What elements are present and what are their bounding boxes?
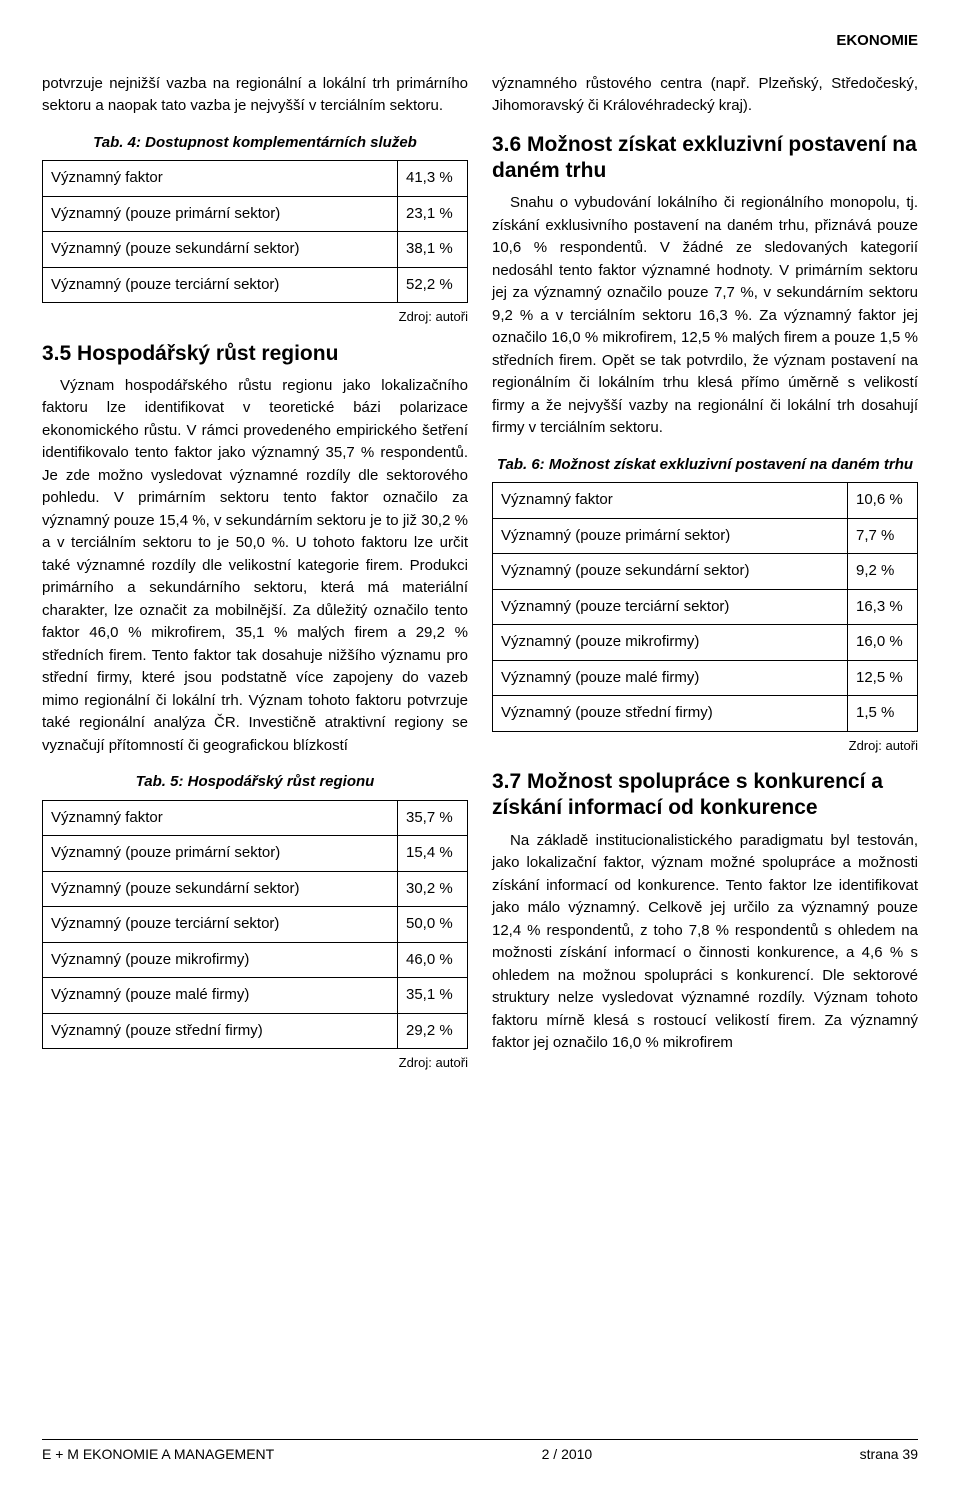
- intro-paragraph-left: potvrzuje nejnižší vazba na regionální a…: [42, 73, 468, 118]
- cell-label: Významný (pouze malé firmy): [43, 978, 398, 1014]
- table-4: Významný faktor41,3 % Významný (pouze pr…: [42, 160, 468, 303]
- page-footer: E + M EKONOMIE A MANAGEMENT 2 / 2010 str…: [42, 1439, 918, 1465]
- footer-left: E + M EKONOMIE A MANAGEMENT: [42, 1444, 274, 1465]
- footer-divider: [42, 1439, 918, 1440]
- cell-label: Významný faktor: [43, 800, 398, 836]
- section-header: EKONOMIE: [42, 30, 918, 53]
- cell-label: Významný (pouze střední firmy): [43, 1013, 398, 1049]
- cell-label: Významný (pouze terciární sektor): [493, 589, 848, 625]
- paragraph-3-7: Na základě institucionalistického paradi…: [492, 830, 918, 1055]
- table-5-caption: Tab. 5: Hospodářský růst regionu: [42, 771, 468, 794]
- heading-3-6: 3.6 Možnost získat exkluzivní postavení …: [492, 132, 918, 185]
- cell-value: 52,2 %: [398, 267, 468, 303]
- table-row: Významný (pouze terciární sektor)52,2 %: [43, 267, 468, 303]
- table-row: Významný (pouze primární sektor)15,4 %: [43, 836, 468, 872]
- cell-label: Významný (pouze sekundární sektor): [493, 554, 848, 590]
- cell-label: Významný (pouze terciární sektor): [43, 267, 398, 303]
- cell-value: 50,0 %: [398, 907, 468, 943]
- cell-label: Významný (pouze mikrofirmy): [43, 942, 398, 978]
- table-row: Významný (pouze sekundární sektor)30,2 %: [43, 871, 468, 907]
- table-row: Významný (pouze sekundární sektor)9,2 %: [493, 554, 918, 590]
- paragraph-3-5: Význam hospodářského růstu regionu jako …: [42, 375, 468, 758]
- table-row: Významný faktor41,3 %: [43, 161, 468, 197]
- cell-value: 35,7 %: [398, 800, 468, 836]
- left-column: potvrzuje nejnižší vazba na regionální a…: [42, 73, 468, 1087]
- heading-3-5: 3.5 Hospodářský růst regionu: [42, 341, 468, 367]
- table-row: Významný (pouze terciární sektor)16,3 %: [493, 589, 918, 625]
- table-row: Významný (pouze primární sektor)23,1 %: [43, 196, 468, 232]
- cell-label: Významný faktor: [493, 483, 848, 519]
- cell-value: 29,2 %: [398, 1013, 468, 1049]
- table-row: Významný (pouze primární sektor)7,7 %: [493, 518, 918, 554]
- table-6-source: Zdroj: autoři: [492, 736, 918, 756]
- table-5: Významný faktor35,7 % Významný (pouze pr…: [42, 800, 468, 1050]
- table-row: Významný (pouze mikrofirmy)46,0 %: [43, 942, 468, 978]
- cell-label: Významný (pouze primární sektor): [43, 196, 398, 232]
- table-6-caption: Tab. 6: Možnost získat exkluzivní postav…: [492, 454, 918, 477]
- table-row: Významný (pouze malé firmy)35,1 %: [43, 978, 468, 1014]
- cell-value: 35,1 %: [398, 978, 468, 1014]
- table-row: Významný faktor10,6 %: [493, 483, 918, 519]
- table-row: Významný (pouze sekundární sektor)38,1 %: [43, 232, 468, 268]
- cell-value: 41,3 %: [398, 161, 468, 197]
- table-row: Významný (pouze mikrofirmy)16,0 %: [493, 625, 918, 661]
- intro-paragraph-right: významného růstového centra (např. Plzeň…: [492, 73, 918, 118]
- cell-value: 7,7 %: [848, 518, 918, 554]
- cell-label: Významný (pouze střední firmy): [493, 696, 848, 732]
- cell-label: Významný faktor: [43, 161, 398, 197]
- cell-value: 9,2 %: [848, 554, 918, 590]
- cell-value: 15,4 %: [398, 836, 468, 872]
- cell-label: Významný (pouze primární sektor): [43, 836, 398, 872]
- cell-value: 30,2 %: [398, 871, 468, 907]
- right-column: významného růstového centra (např. Plzeň…: [492, 73, 918, 1087]
- cell-value: 38,1 %: [398, 232, 468, 268]
- footer-right: strana 39: [860, 1444, 918, 1465]
- table-5-source: Zdroj: autoři: [42, 1053, 468, 1073]
- two-column-layout: potvrzuje nejnižší vazba na regionální a…: [42, 73, 918, 1087]
- cell-value: 46,0 %: [398, 942, 468, 978]
- cell-value: 16,3 %: [848, 589, 918, 625]
- cell-value: 12,5 %: [848, 660, 918, 696]
- cell-label: Významný (pouze sekundární sektor): [43, 871, 398, 907]
- cell-label: Významný (pouze malé firmy): [493, 660, 848, 696]
- table-row: Významný (pouze malé firmy)12,5 %: [493, 660, 918, 696]
- table-4-caption: Tab. 4: Dostupnost komplementárních služ…: [42, 132, 468, 155]
- cell-label: Významný (pouze sekundární sektor): [43, 232, 398, 268]
- paragraph-3-6: Snahu o vybudování lokálního či regionál…: [492, 192, 918, 440]
- footer-center: 2 / 2010: [542, 1444, 593, 1465]
- cell-label: Významný (pouze terciární sektor): [43, 907, 398, 943]
- table-row: Významný faktor35,7 %: [43, 800, 468, 836]
- cell-value: 1,5 %: [848, 696, 918, 732]
- table-row: Významný (pouze střední firmy)1,5 %: [493, 696, 918, 732]
- cell-value: 10,6 %: [848, 483, 918, 519]
- cell-label: Významný (pouze primární sektor): [493, 518, 848, 554]
- table-row: Významný (pouze střední firmy)29,2 %: [43, 1013, 468, 1049]
- table-4-source: Zdroj: autoři: [42, 307, 468, 327]
- cell-value: 16,0 %: [848, 625, 918, 661]
- table-6: Významný faktor10,6 % Významný (pouze pr…: [492, 482, 918, 732]
- cell-label: Významný (pouze mikrofirmy): [493, 625, 848, 661]
- cell-value: 23,1 %: [398, 196, 468, 232]
- heading-3-7: 3.7 Možnost spolupráce s kon­kurencí a z…: [492, 769, 918, 822]
- table-row: Významný (pouze terciární sektor)50,0 %: [43, 907, 468, 943]
